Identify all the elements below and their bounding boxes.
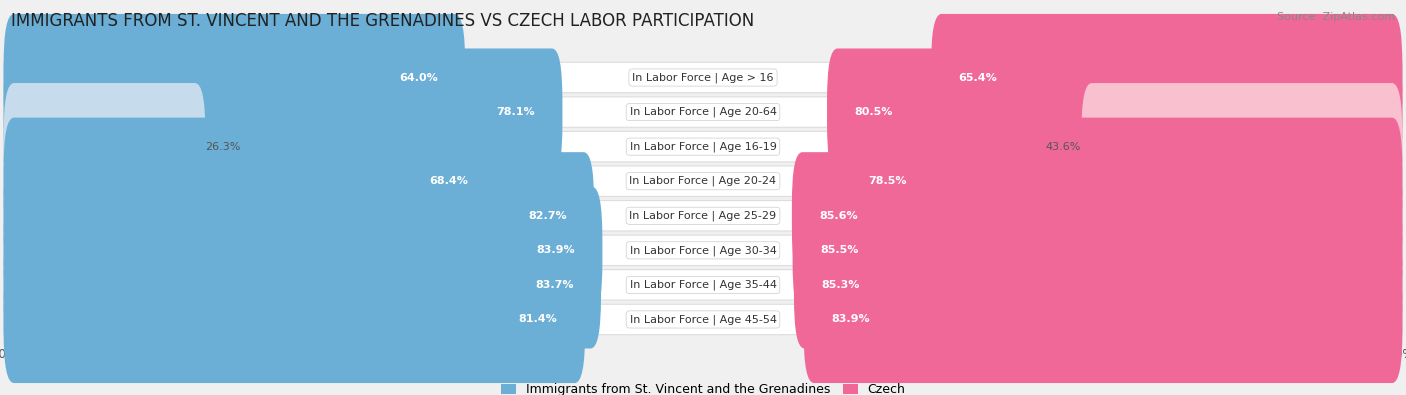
Text: In Labor Force | Age 30-34: In Labor Force | Age 30-34 bbox=[630, 245, 776, 256]
Text: 81.4%: 81.4% bbox=[519, 314, 558, 324]
Text: 78.1%: 78.1% bbox=[496, 107, 534, 117]
Text: 65.4%: 65.4% bbox=[959, 73, 997, 83]
FancyBboxPatch shape bbox=[4, 132, 1402, 162]
Text: In Labor Force | Age 35-44: In Labor Force | Age 35-44 bbox=[630, 280, 776, 290]
Text: IMMIGRANTS FROM ST. VINCENT AND THE GRENADINES VS CZECH LABOR PARTICIPATION: IMMIGRANTS FROM ST. VINCENT AND THE GREN… bbox=[11, 12, 755, 30]
FancyBboxPatch shape bbox=[4, 49, 562, 176]
FancyBboxPatch shape bbox=[4, 166, 1402, 196]
FancyBboxPatch shape bbox=[4, 62, 1402, 93]
Text: 83.7%: 83.7% bbox=[534, 280, 574, 290]
Text: 85.6%: 85.6% bbox=[820, 211, 858, 221]
Text: 82.7%: 82.7% bbox=[527, 211, 567, 221]
Text: 43.6%: 43.6% bbox=[1046, 142, 1081, 152]
FancyBboxPatch shape bbox=[4, 14, 465, 141]
Text: In Labor Force | Age 16-19: In Labor Force | Age 16-19 bbox=[630, 141, 776, 152]
FancyBboxPatch shape bbox=[4, 83, 205, 210]
Text: In Labor Force | Age 25-29: In Labor Force | Age 25-29 bbox=[630, 211, 776, 221]
Text: 85.3%: 85.3% bbox=[821, 280, 860, 290]
Text: In Labor Force | Age 20-24: In Labor Force | Age 20-24 bbox=[630, 176, 776, 186]
Text: Source: ZipAtlas.com: Source: ZipAtlas.com bbox=[1277, 12, 1395, 22]
Text: In Labor Force | Age 45-54: In Labor Force | Age 45-54 bbox=[630, 314, 776, 325]
FancyBboxPatch shape bbox=[794, 221, 1402, 348]
FancyBboxPatch shape bbox=[4, 256, 585, 383]
Text: 85.5%: 85.5% bbox=[820, 245, 859, 255]
FancyBboxPatch shape bbox=[1081, 83, 1402, 210]
FancyBboxPatch shape bbox=[4, 97, 1402, 127]
FancyBboxPatch shape bbox=[793, 187, 1402, 314]
FancyBboxPatch shape bbox=[4, 221, 600, 348]
FancyBboxPatch shape bbox=[827, 49, 1402, 176]
Text: 68.4%: 68.4% bbox=[429, 176, 468, 186]
Text: 80.5%: 80.5% bbox=[855, 107, 893, 117]
FancyBboxPatch shape bbox=[4, 270, 1402, 300]
Legend: Immigrants from St. Vincent and the Grenadines, Czech: Immigrants from St. Vincent and the Gren… bbox=[496, 378, 910, 395]
Text: In Labor Force | Age 20-64: In Labor Force | Age 20-64 bbox=[630, 107, 776, 117]
FancyBboxPatch shape bbox=[4, 304, 1402, 335]
FancyBboxPatch shape bbox=[841, 118, 1402, 245]
FancyBboxPatch shape bbox=[4, 118, 495, 245]
FancyBboxPatch shape bbox=[792, 152, 1402, 279]
FancyBboxPatch shape bbox=[4, 152, 595, 279]
FancyBboxPatch shape bbox=[4, 201, 1402, 231]
FancyBboxPatch shape bbox=[4, 187, 602, 314]
Text: In Labor Force | Age > 16: In Labor Force | Age > 16 bbox=[633, 72, 773, 83]
Text: 83.9%: 83.9% bbox=[831, 314, 870, 324]
Text: 78.5%: 78.5% bbox=[869, 176, 907, 186]
Text: 26.3%: 26.3% bbox=[205, 142, 240, 152]
FancyBboxPatch shape bbox=[4, 235, 1402, 265]
FancyBboxPatch shape bbox=[931, 14, 1402, 141]
Text: 83.9%: 83.9% bbox=[536, 245, 575, 255]
FancyBboxPatch shape bbox=[804, 256, 1402, 383]
Text: 64.0%: 64.0% bbox=[399, 73, 437, 83]
